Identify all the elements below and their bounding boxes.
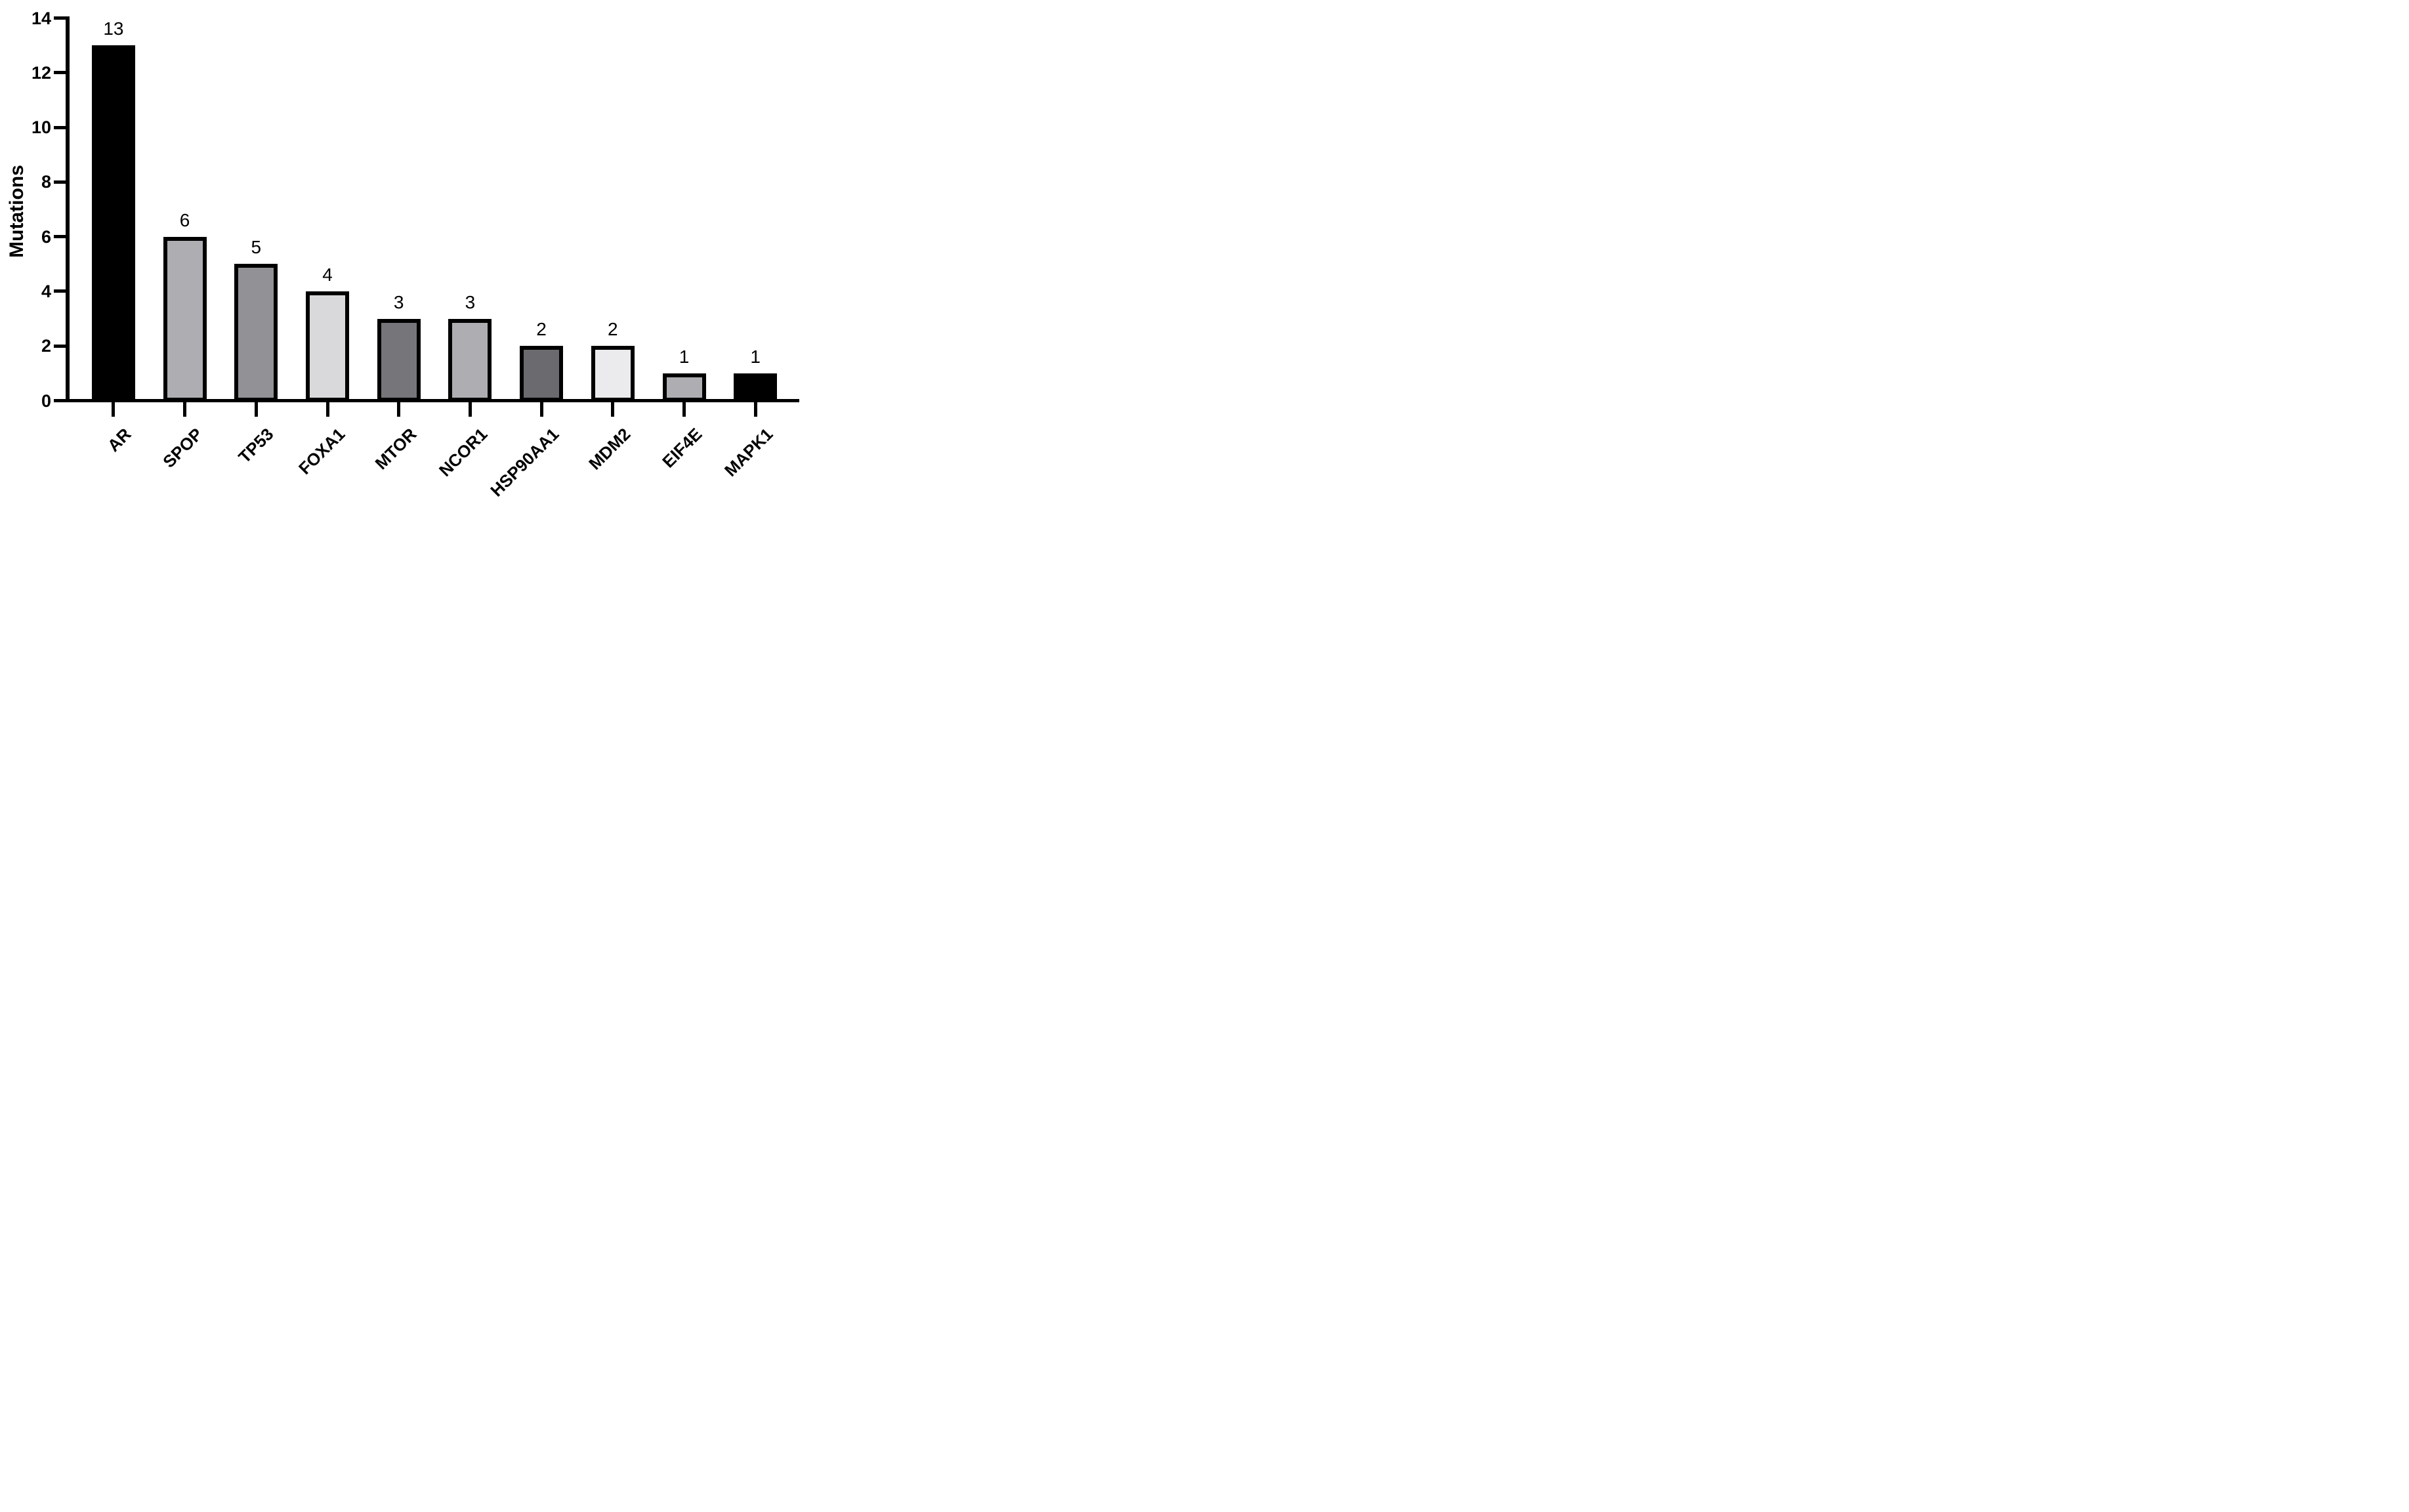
bar	[734, 373, 778, 402]
y-tick-label: 6	[41, 226, 51, 247]
bar	[662, 373, 706, 402]
bar-value-label: 13	[103, 18, 124, 39]
bar-value-label: 3	[465, 291, 476, 312]
x-tick	[682, 402, 686, 417]
y-tick	[54, 125, 66, 129]
y-tick-label: 2	[41, 336, 51, 356]
y-tick-label: 8	[41, 172, 51, 192]
bar-value-label: 4	[322, 264, 333, 285]
x-tick	[183, 402, 187, 417]
x-tick	[468, 402, 472, 417]
bar	[163, 236, 207, 402]
x-tick	[539, 402, 543, 417]
y-tick-label: 4	[41, 281, 51, 301]
y-tick	[54, 16, 66, 20]
x-category-label: AR	[103, 424, 135, 456]
bar-value-label: 6	[179, 209, 190, 230]
bar	[448, 318, 492, 402]
bar-value-label: 3	[393, 291, 404, 312]
bar-chart-figure: Mutations 0 2 4 6 8 10 12 14 13 6 5 4 3 3 2 2 1 1 AR SPOP…	[0, 0, 803, 504]
bar-value-label: 2	[536, 319, 547, 340]
y-axis-line	[66, 16, 70, 401]
x-tick	[112, 402, 115, 417]
y-tick	[54, 399, 66, 402]
y-tick	[54, 71, 66, 75]
y-tick	[54, 344, 66, 348]
bar-value-label: 1	[750, 346, 761, 367]
x-tick	[753, 402, 757, 417]
y-tick	[54, 180, 66, 184]
bar	[520, 346, 564, 402]
bar	[91, 45, 135, 402]
bar	[234, 264, 278, 402]
y-tick	[54, 289, 66, 293]
y-tick-label: 12	[31, 62, 51, 83]
y-tick-label: 14	[31, 8, 51, 28]
plot-area: 0 2 4 6 8 10 12 14 13 6 5 4 3 3 2 2 1 1 AR SPOP TP53 FOXA1 M…	[0, 0, 803, 504]
x-tick	[397, 402, 401, 417]
bar-value-label: 2	[608, 319, 618, 340]
y-tick	[54, 235, 66, 239]
x-tick	[325, 402, 329, 417]
bar-value-label: 1	[679, 346, 690, 367]
x-tick	[611, 402, 615, 417]
bar-value-label: 5	[251, 237, 262, 258]
bar	[591, 346, 635, 402]
x-axis-baseline	[66, 399, 799, 402]
bar	[377, 318, 421, 402]
x-tick	[254, 402, 258, 417]
y-tick-label: 10	[31, 117, 51, 138]
bar	[306, 291, 349, 402]
y-tick-label: 0	[41, 390, 51, 411]
